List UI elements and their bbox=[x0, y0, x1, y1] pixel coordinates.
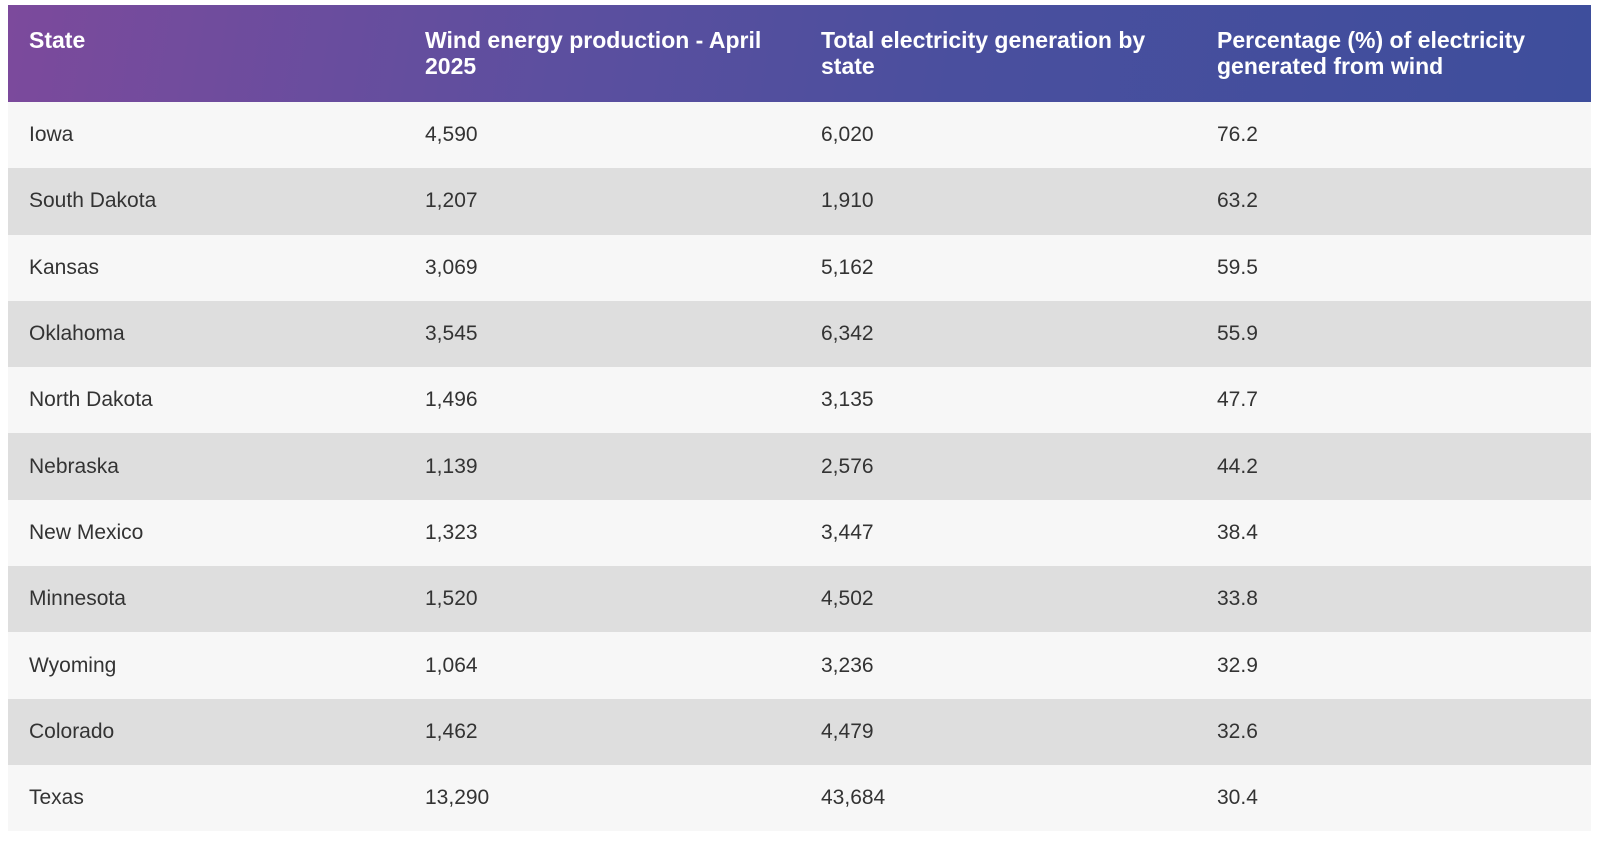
cell-wind-production: 1,323 bbox=[425, 520, 478, 544]
cell-wind-production: 13,290 bbox=[425, 786, 490, 810]
cell-state: Wyoming bbox=[29, 653, 117, 677]
cell-wind-percentage: 47.7 bbox=[1217, 388, 1258, 412]
cell-wind-production: 1,207 bbox=[425, 189, 478, 213]
cell-state: Nebraska bbox=[29, 454, 119, 478]
cell-state: Colorado bbox=[29, 719, 115, 743]
cell-state: Kansas bbox=[29, 255, 100, 279]
cell-total-generation: 2,576 bbox=[821, 454, 874, 478]
cell-total-generation: 3,447 bbox=[821, 520, 874, 544]
table-row: Minnesota 1,520 4,502 33.8 bbox=[8, 566, 1591, 633]
cell-wind-production: 1,064 bbox=[425, 653, 478, 677]
cell-total-generation: 6,020 bbox=[821, 123, 874, 147]
cell-wind-percentage: 32.9 bbox=[1217, 653, 1258, 677]
table-row: North Dakota 1,496 3,135 47.7 bbox=[8, 367, 1591, 434]
table-row: Wyoming 1,064 3,236 32.9 bbox=[8, 632, 1591, 699]
cell-wind-percentage: 33.8 bbox=[1217, 587, 1258, 611]
table-row: New Mexico 1,323 3,447 38.4 bbox=[8, 499, 1591, 567]
table-body: Iowa 4,590 6,020 76.2 South Dakota 1,207 1,910… bbox=[8, 102, 1591, 832]
cell-wind-percentage: 59.5 bbox=[1217, 255, 1258, 279]
wind-energy-table: State Wind energy production - April 202… bbox=[8, 5, 1591, 832]
cell-wind-production: 1,462 bbox=[425, 719, 478, 743]
cell-total-generation: 5,162 bbox=[821, 255, 874, 279]
cell-wind-percentage: 63.2 bbox=[1217, 189, 1258, 213]
cell-total-generation: 4,479 bbox=[821, 719, 874, 743]
cell-state: South Dakota bbox=[29, 189, 157, 213]
table-row: Colorado 1,462 4,479 32.6 bbox=[8, 698, 1591, 765]
cell-total-generation: 43,684 bbox=[821, 786, 886, 810]
header-row: State Wind energy production - April 202… bbox=[8, 5, 1591, 102]
cell-wind-percentage: 32.6 bbox=[1217, 719, 1258, 743]
table-row: Iowa 4,590 6,020 76.2 bbox=[8, 102, 1591, 169]
cell-wind-production: 1,520 bbox=[425, 587, 478, 611]
cell-state: North Dakota bbox=[29, 388, 153, 412]
cell-total-generation: 3,135 bbox=[821, 388, 874, 412]
cell-total-generation: 4,502 bbox=[821, 587, 874, 611]
column-header-wind-production: Wind energy production - April 2025 bbox=[425, 27, 762, 79]
cell-wind-percentage: 55.9 bbox=[1217, 322, 1258, 346]
column-header-state: State bbox=[29, 27, 86, 53]
table-row: Texas 13,290 43,684 30.4 bbox=[8, 764, 1591, 832]
column-header-wind-percentage: Percentage (%) of electricity generated … bbox=[1217, 27, 1526, 79]
table-header: State Wind energy production - April 202… bbox=[8, 5, 1591, 102]
cell-wind-production: 3,545 bbox=[425, 322, 478, 346]
cell-wind-percentage: 30.4 bbox=[1217, 786, 1258, 810]
table-row: Oklahoma 3,545 6,342 55.9 bbox=[8, 300, 1591, 368]
cell-wind-percentage: 76.2 bbox=[1217, 123, 1258, 147]
cell-total-generation: 3,236 bbox=[821, 653, 874, 677]
cell-state: New Mexico bbox=[29, 520, 144, 544]
cell-wind-production: 1,496 bbox=[425, 388, 478, 412]
table-container: State Wind energy production - April 202… bbox=[8, 5, 1591, 832]
cell-state: Texas bbox=[29, 786, 84, 810]
cell-state: Iowa bbox=[29, 123, 74, 147]
cell-total-generation: 6,342 bbox=[821, 322, 874, 346]
cell-state: Minnesota bbox=[29, 587, 126, 611]
cell-wind-production: 1,139 bbox=[425, 454, 478, 478]
column-header-total-generation: Total electricity generation by state bbox=[821, 27, 1146, 79]
table-row: South Dakota 1,207 1,910 63.2 bbox=[8, 168, 1591, 235]
table-row: Kansas 3,069 5,162 59.5 bbox=[8, 234, 1591, 301]
cell-wind-production: 4,590 bbox=[425, 123, 478, 147]
cell-wind-production: 3,069 bbox=[425, 255, 478, 279]
cell-total-generation: 1,910 bbox=[821, 189, 874, 213]
cell-wind-percentage: 44.2 bbox=[1217, 454, 1258, 478]
cell-wind-percentage: 38.4 bbox=[1217, 520, 1258, 544]
table-row: Nebraska 1,139 2,576 44.2 bbox=[8, 433, 1591, 500]
cell-state: Oklahoma bbox=[29, 322, 125, 346]
